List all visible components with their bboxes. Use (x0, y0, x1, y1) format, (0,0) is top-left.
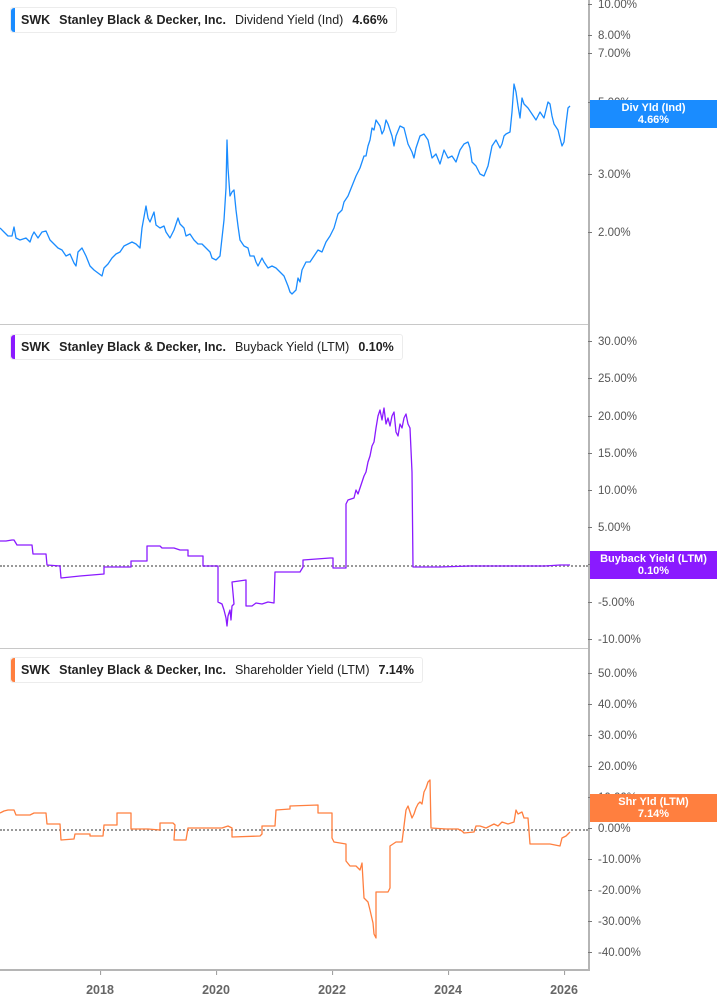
current-value-tag: Buyback Yield (LTM) 0.10% (590, 551, 717, 579)
y-tick-label: 30.00% (587, 335, 637, 349)
x-tick-label: 2026 (550, 971, 578, 997)
panel-divider (0, 648, 588, 649)
dividend-yield-line (0, 83, 571, 295)
y-tick-label: 15.00% (587, 447, 637, 461)
ticker-label: SWK (21, 13, 51, 27)
x-axis-line (0, 969, 590, 971)
y-tick-label: -5.00% (587, 596, 634, 610)
x-tick-label: 2022 (318, 971, 346, 997)
tag-value: 0.10% (637, 565, 670, 577)
tag-label: Div Yld (Ind) (621, 102, 686, 114)
dividend-yield-panel: SWK Stanley Black & Decker, Inc. Dividen… (0, 0, 717, 324)
metric-value: 0.10% (358, 340, 394, 354)
series-color-swatch (11, 335, 15, 359)
y-tick-label: 8.00% (588, 29, 631, 43)
y-tick-label: 0.00% (588, 822, 631, 836)
y-tick-label: 3.00% (588, 168, 631, 182)
company-name: Stanley Black & Decker, Inc. (59, 13, 226, 27)
company-name: Stanley Black & Decker, Inc. (59, 340, 226, 354)
metric-name: Buyback Yield (LTM) (234, 340, 350, 354)
tag-value: 4.66% (637, 114, 670, 126)
current-value-tag: Div Yld (Ind) 4.66% (590, 100, 717, 128)
y-tick-label: -10.00% (588, 853, 641, 867)
series-color-swatch (11, 8, 15, 32)
panel-divider (0, 324, 588, 325)
company-name: Stanley Black & Decker, Inc. (59, 663, 226, 677)
metric-value: 4.66% (352, 13, 388, 27)
metric-name: Dividend Yield (Ind) (234, 13, 344, 27)
buyback-yield-line (0, 407, 570, 627)
y-tick-label: 20.00% (587, 760, 637, 774)
current-value-tag: Shr Yld (LTM) 7.14% (590, 794, 717, 822)
buyback-yield-panel: SWK Stanley Black & Decker, Inc. Buyback… (0, 324, 717, 648)
y-tick-label: -10.00% (588, 633, 641, 647)
x-tick-label: 2024 (434, 971, 462, 997)
y-tick-label: 7.00% (588, 47, 631, 61)
shareholder-yield-legend[interactable]: SWK Stanley Black & Decker, Inc. Shareho… (10, 657, 423, 683)
y-tick-label: -40.00% (588, 946, 641, 960)
tag-label: Shr Yld (LTM) (618, 796, 689, 808)
metric-value: 7.14% (378, 663, 414, 677)
y-tick-label: 10.00% (587, 484, 637, 498)
shareholder-yield-panel: SWK Stanley Black & Decker, Inc. Shareho… (0, 648, 717, 970)
tag-value: 7.14% (637, 808, 670, 820)
y-tick-label: 30.00% (587, 729, 637, 743)
y-tick-label: -30.00% (588, 915, 641, 929)
series-color-swatch (11, 658, 15, 682)
ticker-label: SWK (21, 663, 51, 677)
shareholder-yield-line (0, 779, 571, 939)
ticker-label: SWK (21, 340, 51, 354)
tag-label: Buyback Yield (LTM) (600, 553, 707, 565)
x-tick-label: 2018 (86, 971, 114, 997)
metric-name: Shareholder Yield (LTM) (234, 663, 370, 677)
y-tick-label: 2.00% (588, 226, 631, 240)
y-tick-label: 25.00% (587, 372, 637, 386)
y-tick-label: 40.00% (587, 698, 637, 712)
y-axis-line (588, 0, 590, 970)
zero-reference-line (0, 829, 588, 831)
y-tick-label: 20.00% (587, 410, 637, 424)
y-tick-label: 5.00% (588, 521, 631, 535)
buyback-yield-legend[interactable]: SWK Stanley Black & Decker, Inc. Buyback… (10, 334, 403, 360)
zero-reference-line (0, 565, 588, 567)
y-tick-label: 10.00% (587, 0, 637, 12)
dividend-yield-legend[interactable]: SWK Stanley Black & Decker, Inc. Dividen… (10, 7, 397, 33)
y-tick-label: -20.00% (588, 884, 641, 898)
y-tick-label: 50.00% (587, 667, 637, 681)
x-tick-label: 2020 (202, 971, 230, 997)
